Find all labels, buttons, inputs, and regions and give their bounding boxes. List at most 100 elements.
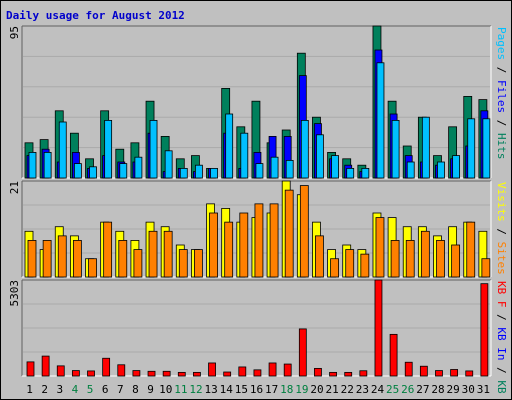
bar-sites xyxy=(420,230,430,278)
x-tick-label: 4 xyxy=(72,383,79,396)
bar-pages xyxy=(240,132,249,179)
bar-sites xyxy=(284,189,294,278)
bar-pages xyxy=(270,156,279,179)
x-tick-label: 13 xyxy=(204,383,217,396)
bar-sites xyxy=(390,240,400,278)
bar-kbf xyxy=(268,362,277,377)
bar-sites xyxy=(375,217,385,278)
bar-kbf xyxy=(162,370,171,377)
legend-hits-files-pages-entry: Hits xyxy=(495,133,508,160)
x-tick-label: 9 xyxy=(147,383,154,396)
bar-pages xyxy=(89,166,97,179)
bar-pages xyxy=(421,116,430,179)
legend-sites-visits-entry: Visits xyxy=(495,182,508,222)
x-tick-label: 8 xyxy=(132,383,139,396)
chart-title: Daily usage for August 2012 xyxy=(6,9,185,22)
x-tick-label: 27 xyxy=(416,383,429,396)
bar-sites xyxy=(436,240,445,278)
bar-kbf xyxy=(465,370,474,377)
x-tick-label: 20 xyxy=(310,383,323,396)
x-tick-label: 15 xyxy=(235,383,248,396)
bar-pages xyxy=(179,167,188,179)
x-tick-label: 30 xyxy=(462,383,475,396)
x-tick-label: 1 xyxy=(26,383,33,396)
bar-kbf xyxy=(71,370,80,377)
ymax-label-hits: 95 xyxy=(8,26,21,39)
bar-pages xyxy=(482,118,491,179)
bar-pages xyxy=(73,163,82,179)
x-tick-label: 14 xyxy=(220,383,234,396)
bar-kbf xyxy=(147,370,156,377)
bar-sites xyxy=(209,212,218,278)
bar-pages xyxy=(331,155,339,179)
bar-sites xyxy=(194,249,203,278)
bar-pages xyxy=(361,167,370,179)
bar-sites xyxy=(178,249,188,278)
legend-sites-visits-entry: Sites xyxy=(495,242,508,275)
legend-hits-files-pages-entry: Pages xyxy=(495,27,508,60)
bar-pages xyxy=(285,159,294,179)
x-tick-label: 10 xyxy=(159,383,172,396)
bar-kbf xyxy=(87,370,95,377)
bar-sites xyxy=(254,203,264,278)
bar-sites xyxy=(42,240,52,278)
ymax-label-kb: 5303 xyxy=(8,280,21,307)
x-tick-label: 17 xyxy=(265,383,278,396)
bar-kbf xyxy=(344,371,353,377)
bar-sites xyxy=(481,258,491,278)
legend-sites-visits-entry: / xyxy=(495,222,508,242)
ymax-label-sites: 21 xyxy=(8,181,21,194)
bar-sites xyxy=(466,221,476,278)
bar-kbf xyxy=(389,333,398,377)
legend-kb-entry: / xyxy=(495,361,508,381)
bar-pages xyxy=(58,121,67,179)
bar-sites xyxy=(330,258,339,278)
bar-sites xyxy=(405,240,415,278)
legend-sites-visits: Visits / Sites xyxy=(495,182,508,275)
bar-pages xyxy=(104,120,113,179)
bar-sites xyxy=(451,244,461,278)
bar-kbf xyxy=(435,370,443,377)
legend-hits-files-pages-entry: / xyxy=(495,113,508,133)
x-tick-label: 11 xyxy=(174,383,187,396)
bar-pages xyxy=(406,161,415,179)
x-tick-label: 18 xyxy=(280,383,293,396)
x-tick-label: 29 xyxy=(447,383,460,396)
bar-pages xyxy=(376,62,385,179)
bar-pages xyxy=(391,120,400,179)
x-tick-label: 22 xyxy=(341,383,354,396)
bar-pages xyxy=(195,164,203,179)
x-tick-label: 7 xyxy=(117,383,124,396)
x-tick-label: 23 xyxy=(356,383,369,396)
bar-kbf xyxy=(238,366,247,377)
bar-sites xyxy=(148,230,158,278)
legend-hits-files-pages-entry: / xyxy=(495,60,508,80)
legend-kb-entry: KB In xyxy=(495,327,508,360)
bar-pages xyxy=(255,163,264,179)
legend-kb-entry: / xyxy=(495,308,508,328)
bar-pages xyxy=(316,134,324,179)
bar-sites xyxy=(133,249,143,278)
x-tick-label: 3 xyxy=(57,383,64,396)
bar-kbf xyxy=(26,361,35,377)
bar-kbf xyxy=(298,328,307,377)
bar-pages xyxy=(149,120,158,179)
legend-kb: KB F / KB In / KB Out xyxy=(495,281,508,400)
x-tick-label: 31 xyxy=(477,383,490,396)
bar-sites xyxy=(269,203,279,278)
bar-sites xyxy=(239,212,249,278)
x-tick-label: 6 xyxy=(102,383,109,396)
x-tick-label: 5 xyxy=(87,383,94,396)
bar-kbf xyxy=(450,369,459,377)
bar-sites xyxy=(163,230,173,278)
bar-pages xyxy=(452,155,461,179)
bar-kbf xyxy=(283,363,292,377)
legend-hits-files-pages: Pages / Files / Hits xyxy=(495,27,508,160)
bar-kbf xyxy=(102,357,111,377)
bar-kbf xyxy=(314,367,322,377)
bar-pages xyxy=(300,120,309,179)
bar-kbf xyxy=(374,279,383,377)
bar-pages xyxy=(28,151,37,179)
bar-pages xyxy=(119,163,128,179)
bar-sites xyxy=(118,240,128,278)
